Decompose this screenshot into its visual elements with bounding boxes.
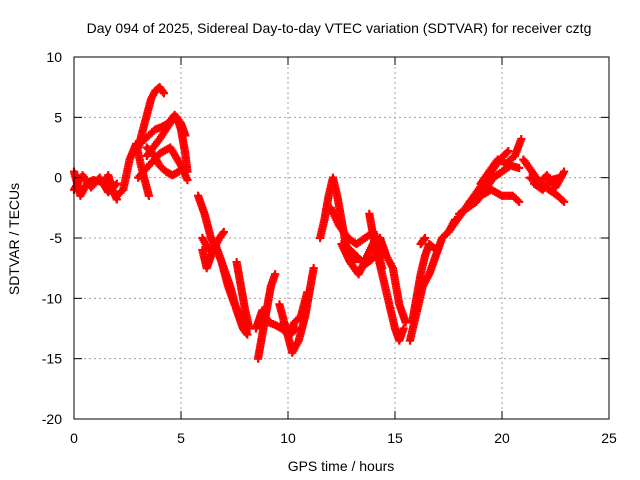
data-point — [112, 179, 121, 188]
data-point — [433, 245, 442, 255]
data-point — [420, 233, 430, 243]
data-point — [559, 167, 569, 176]
data-points — [69, 83, 569, 363]
y-tick-label: -20 — [42, 411, 62, 427]
x-tick-label: 10 — [280, 430, 296, 446]
data-point — [515, 163, 524, 173]
data-point — [159, 89, 168, 98]
data-point — [183, 175, 192, 185]
data-point — [555, 173, 564, 182]
y-tick-label: 10 — [46, 49, 62, 65]
x-tick-label: 25 — [601, 430, 617, 446]
chart-title: Day 094 of 2025, Sidereal Day-to-day VTE… — [87, 20, 592, 36]
data-point — [399, 324, 408, 333]
x-tick-label: 15 — [387, 430, 403, 446]
data-point — [271, 270, 280, 279]
axis-ticks: 0 5 10 15 20 25 10 5 0 -5 -10 -15 -20 — [42, 49, 617, 446]
x-tick-label: 20 — [494, 430, 510, 446]
data-point — [517, 134, 526, 144]
x-tick-label: 0 — [70, 430, 78, 446]
data-point — [504, 147, 513, 156]
data-point — [292, 324, 301, 333]
x-axis-label: GPS time / hours — [288, 458, 395, 474]
data-point — [515, 197, 524, 206]
data-point — [174, 167, 183, 176]
y-tick-label: 0 — [54, 170, 62, 186]
data-point — [243, 330, 252, 339]
data-point — [144, 191, 153, 200]
y-tick-label: -15 — [42, 351, 62, 367]
data-point — [245, 324, 254, 333]
x-tick-label: 5 — [177, 430, 185, 446]
y-tick-label: -10 — [42, 290, 62, 306]
y-tick-label: -5 — [50, 230, 63, 246]
data-point — [559, 197, 569, 206]
data-point — [219, 227, 228, 237]
data-point — [309, 264, 318, 273]
data-point — [401, 318, 410, 327]
y-axis-label: SDTVAR / TECUs — [6, 183, 22, 295]
grid — [74, 57, 609, 419]
y-tick-label: 5 — [54, 109, 62, 125]
